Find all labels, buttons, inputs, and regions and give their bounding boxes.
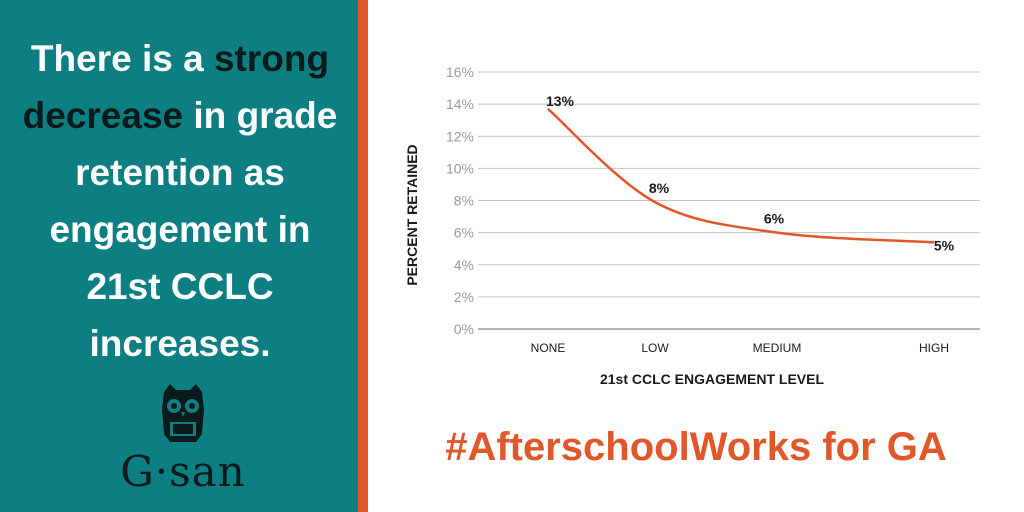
headline: There is a strong decrease in grade rete…: [10, 30, 350, 372]
y-tick-labels: 0% 2% 4% 6% 8% 10% 12% 14% 16%: [446, 64, 474, 337]
y-axis-label: PERCENT RETAINED: [404, 144, 420, 285]
x-tick-label: HIGH: [919, 341, 949, 355]
x-tick-label: MEDIUM: [753, 341, 802, 355]
grid-lines: [478, 71, 980, 330]
logo-text: G·san: [120, 447, 246, 496]
hashtag: #AfterschoolWorks for GA: [445, 425, 947, 469]
y-tick-label: 2%: [454, 289, 474, 305]
x-tick-label: LOW: [641, 341, 669, 355]
y-tick-label: 12%: [446, 128, 474, 144]
y-tick-label: 10%: [446, 160, 474, 176]
x-tick-label: NONE: [531, 341, 566, 355]
data-label: 8%: [649, 180, 670, 196]
series-line: [547, 108, 935, 244]
y-tick-label: 16%: [446, 64, 474, 80]
headline-highlight: strong decrease: [22, 38, 330, 136]
y-tick-label: 14%: [446, 96, 474, 112]
y-tick-label: 4%: [454, 257, 474, 273]
y-tick-label: 8%: [454, 193, 474, 209]
owl-icon: [162, 384, 204, 442]
retention-chart: 0% 2% 4% 6% 8% 10% 12% 14% 16% NONE LOW MEDIUM HIGH…: [404, 64, 980, 387]
x-tick-labels: NONE LOW MEDIUM HIGH: [531, 341, 949, 355]
data-labels: 13% 8% 6% 5%: [546, 93, 955, 253]
y-tick-label: 6%: [454, 225, 474, 241]
data-label: 6%: [764, 211, 785, 227]
x-axis-label: 21st CCLC ENGAGEMENT LEVEL: [600, 371, 824, 387]
data-label: 13%: [546, 93, 575, 109]
y-tick-label: 0%: [454, 321, 474, 337]
orange-divider: [358, 0, 368, 512]
data-label: 5%: [934, 237, 955, 253]
headline-part2: in grade retention as engagement in 21st…: [49, 95, 338, 364]
headline-part1: There is a: [30, 38, 214, 79]
